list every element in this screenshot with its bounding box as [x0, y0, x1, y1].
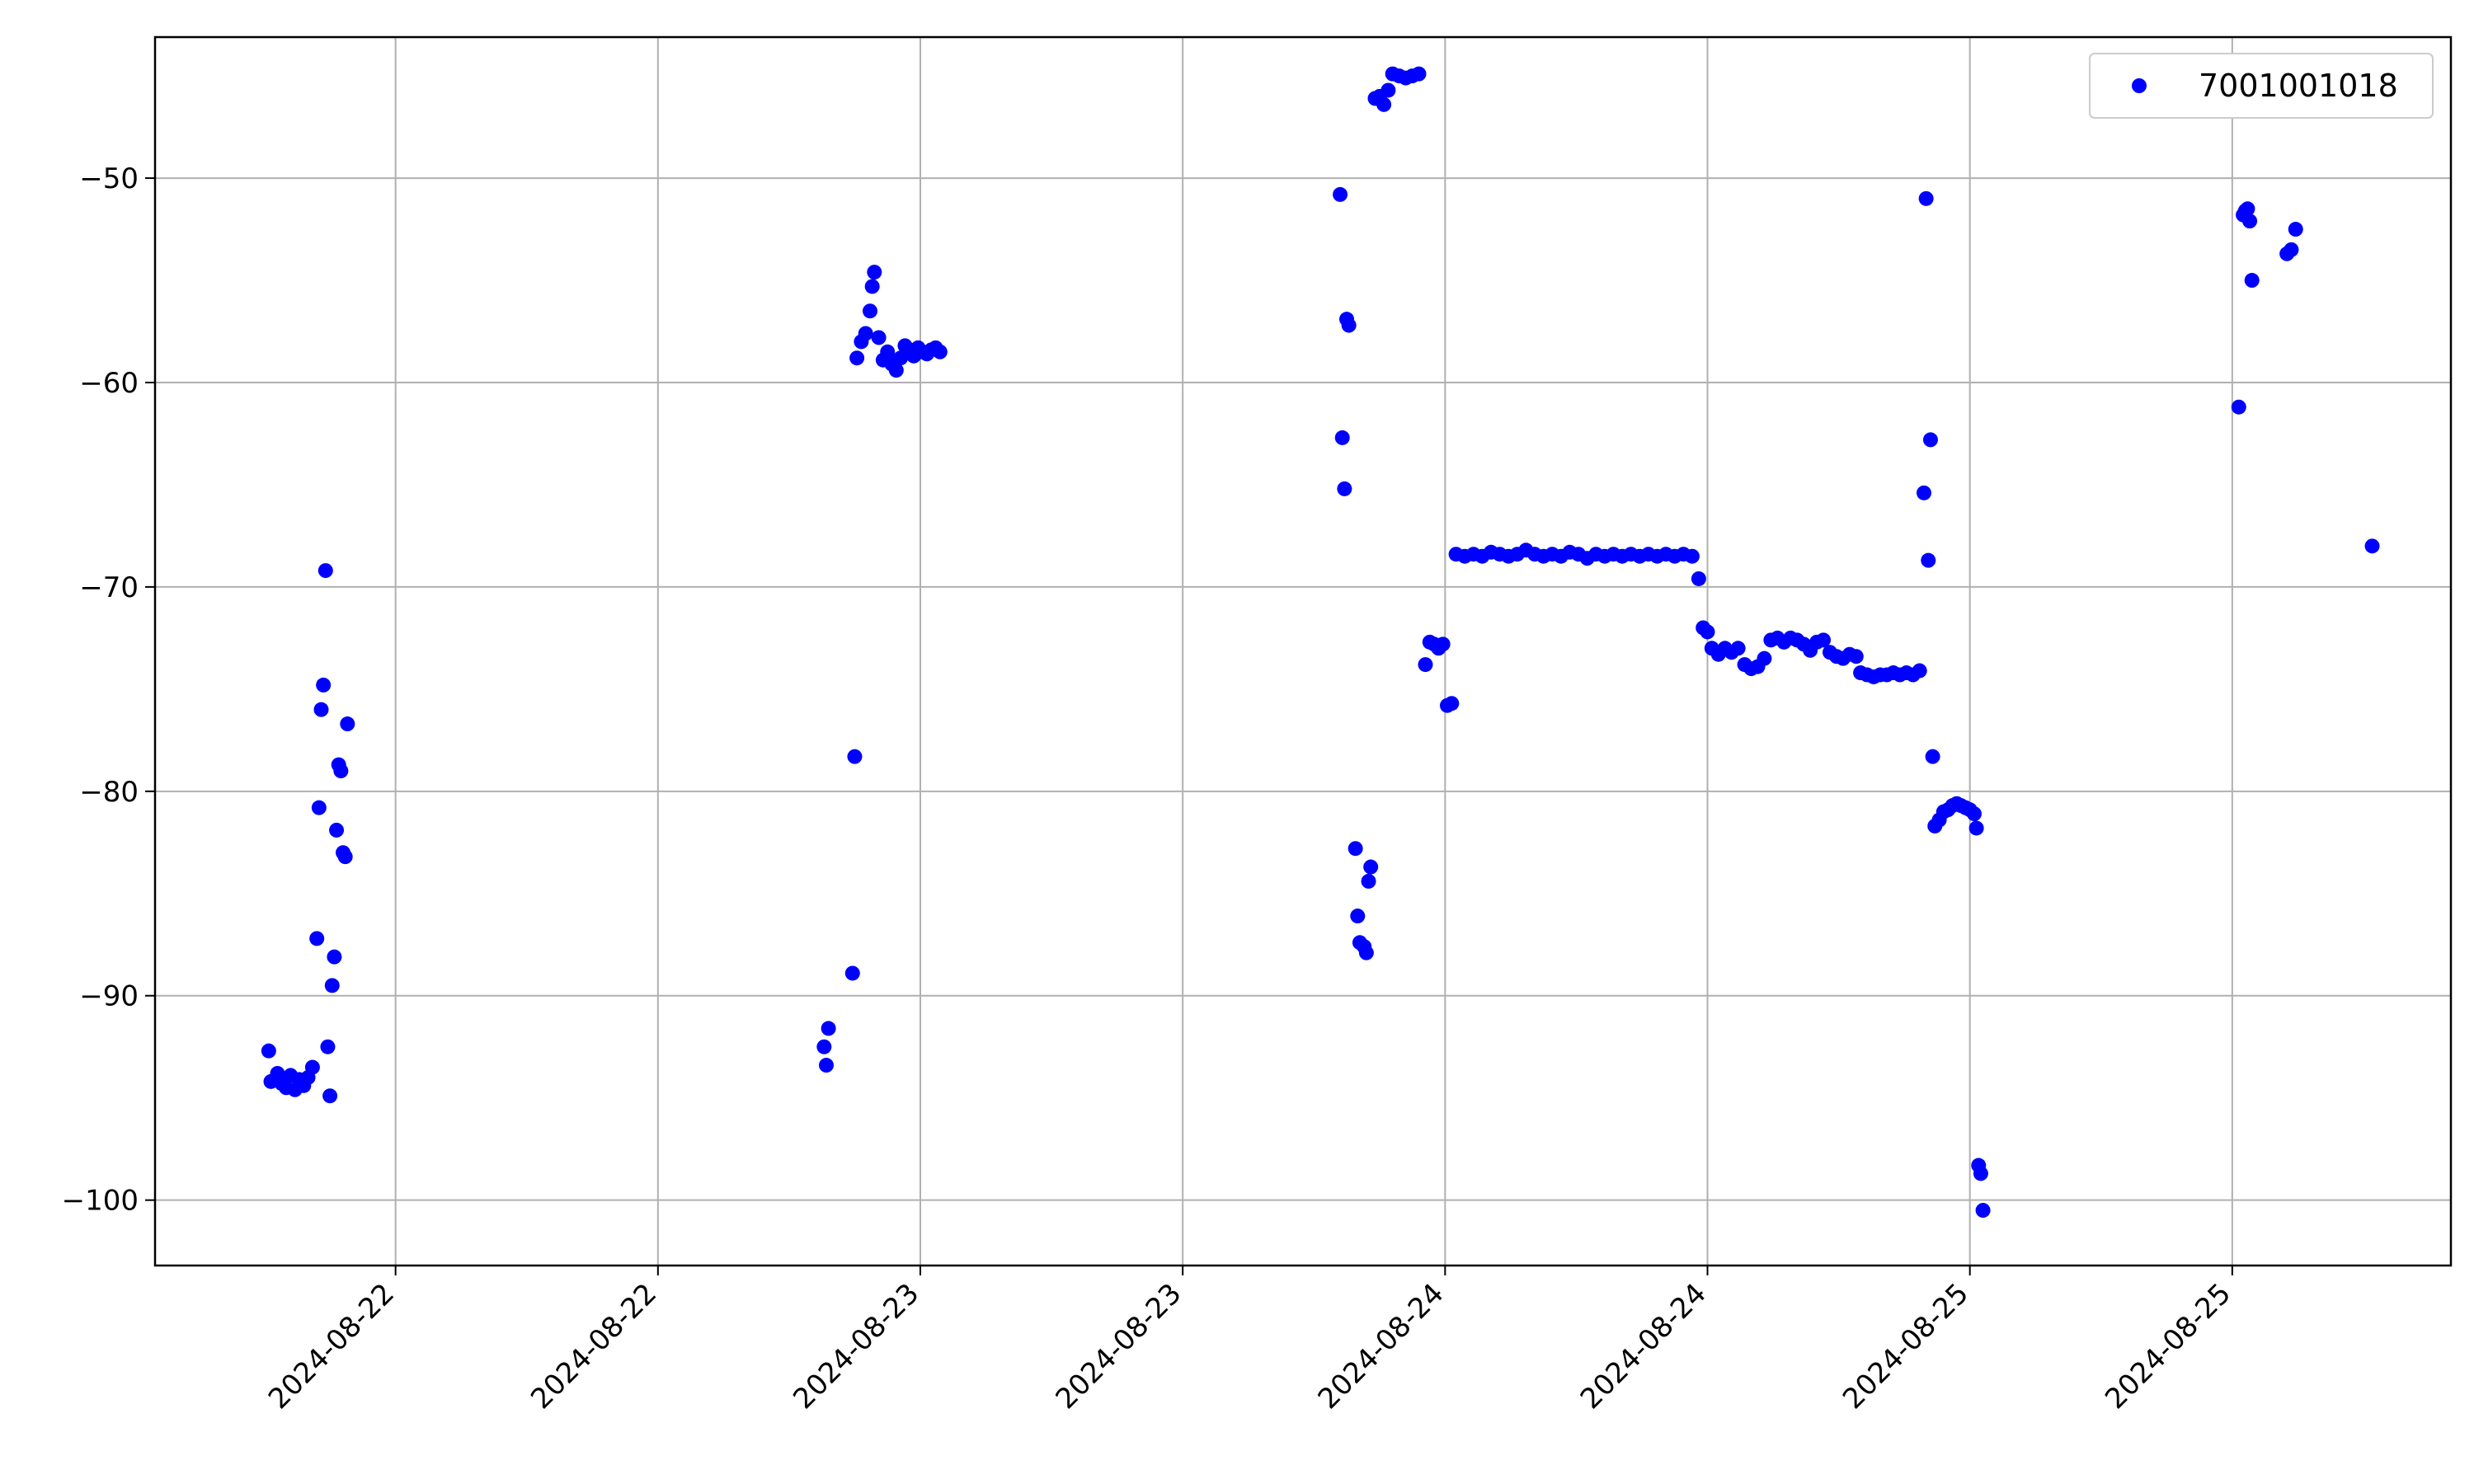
data-point: [311, 800, 327, 815]
y-tick-label: −60: [79, 367, 139, 400]
data-point: [1333, 186, 1348, 202]
data-point: [2240, 201, 2255, 217]
data-point: [261, 1043, 276, 1059]
x-tick-label: 2024-08-25: [1837, 1277, 1975, 1416]
data-point: [337, 849, 353, 865]
x-tick-label: 2024-08-22: [262, 1277, 401, 1416]
data-point: [329, 822, 345, 838]
data-point: [309, 931, 325, 946]
data-point: [1925, 749, 1940, 764]
data-point: [340, 716, 355, 732]
data-point: [2364, 538, 2380, 554]
data-point: [316, 677, 332, 693]
data-point: [2284, 242, 2299, 257]
data-point: [1968, 820, 1984, 836]
x-tick-label: 2024-08-22: [524, 1277, 663, 1416]
data-point: [1816, 632, 1832, 648]
data-point: [1921, 552, 1936, 568]
data-point: [1361, 873, 1376, 889]
data-point: [1363, 859, 1379, 875]
data-point: [313, 702, 329, 717]
data-point: [1691, 571, 1706, 586]
data-point: [1411, 66, 1427, 82]
data-point: [858, 326, 873, 341]
data-point: [324, 978, 340, 993]
y-tick-label: −100: [62, 1185, 139, 1218]
data-point: [863, 303, 878, 319]
data-point: [1922, 432, 1938, 448]
data-point: [888, 363, 904, 378]
data-point: [1700, 624, 1715, 640]
data-point: [2288, 222, 2303, 237]
y-tick-label: −50: [79, 162, 139, 195]
data-point: [932, 344, 948, 359]
legend: 7001001018: [2089, 53, 2434, 119]
data-point: [844, 965, 860, 981]
data-point: [864, 279, 880, 294]
data-point: [1376, 96, 1392, 112]
data-point: [1917, 485, 1932, 500]
data-point: [1912, 663, 1927, 679]
data-point: [327, 949, 342, 965]
x-tick-label: 2024-08-25: [2099, 1277, 2237, 1416]
data-point: [1348, 841, 1363, 857]
data-point: [871, 330, 887, 345]
data-point: [1334, 430, 1350, 445]
x-tick-label: 2024-08-23: [1050, 1277, 1188, 1416]
data-point: [2244, 273, 2260, 289]
axes-frame: [153, 35, 2453, 1267]
data-point: [2231, 399, 2246, 415]
data-point: [821, 1021, 836, 1036]
data-point: [320, 1039, 336, 1054]
data-points: [261, 66, 2380, 1219]
data-point: [333, 763, 349, 779]
x-tick-label: 2024-08-23: [787, 1277, 925, 1416]
data-point: [1418, 657, 1433, 673]
data-point: [1973, 1166, 1988, 1181]
data-point: [1975, 1203, 1991, 1219]
data-point: [1444, 696, 1460, 711]
data-point: [1337, 481, 1352, 496]
data-point: [1966, 806, 1982, 822]
x-tick-label: 2024-08-24: [1312, 1277, 1451, 1416]
data-point: [818, 1058, 834, 1073]
data-point: [880, 344, 896, 359]
data-point: [1730, 641, 1746, 656]
data-point: [1350, 909, 1366, 924]
data-point: [847, 749, 863, 764]
grid: [155, 37, 2451, 1266]
legend-marker: [2132, 78, 2147, 93]
data-point: [816, 1039, 832, 1054]
data-point: [867, 265, 882, 280]
x-tick-label: 2024-08-24: [1574, 1277, 1713, 1416]
data-point: [1684, 548, 1700, 564]
data-point: [1380, 82, 1396, 98]
data-point: [1918, 190, 1934, 206]
y-tick-label: −70: [79, 571, 139, 604]
legend-box: [2089, 53, 2434, 119]
data-point: [1757, 650, 1772, 666]
y-tick-label: −80: [79, 776, 139, 809]
data-point: [304, 1059, 320, 1075]
data-point: [1341, 317, 1357, 333]
data-point: [1358, 945, 1374, 960]
data-point: [1848, 649, 1864, 665]
data-point: [849, 350, 865, 366]
data-point: [1435, 636, 1451, 652]
data-point: [2242, 214, 2258, 229]
y-tick-label: −90: [79, 980, 139, 1013]
legend-label: 7001001018: [2199, 68, 2398, 104]
axis-ticks: −100 −90 −80 −70 −60 −50 2024-08-22 2024-08-22 2…: [62, 162, 2238, 1416]
data-point: [317, 563, 333, 579]
data-point: [322, 1088, 338, 1104]
